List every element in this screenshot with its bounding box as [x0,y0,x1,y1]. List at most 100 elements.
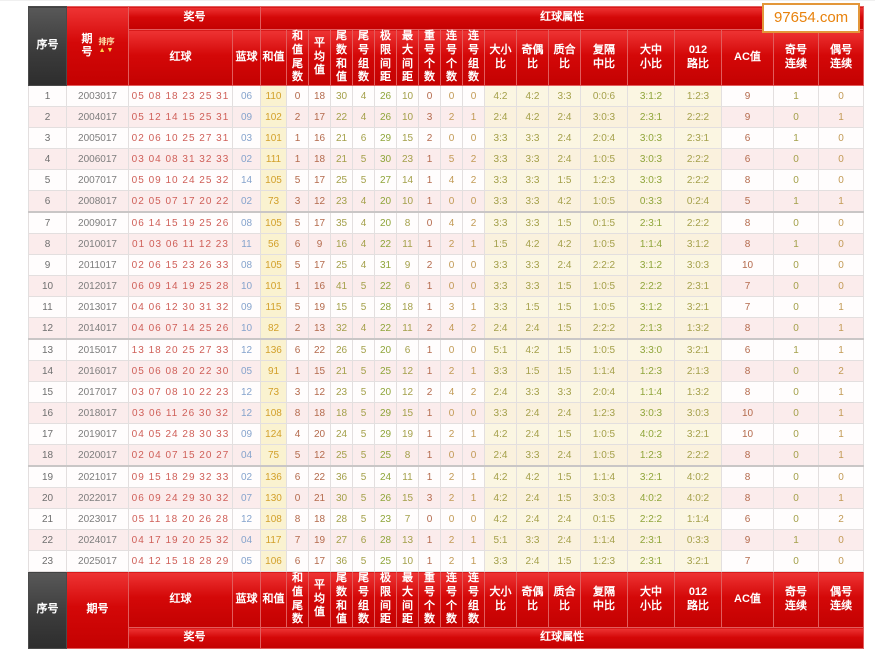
cell-daxiao-bi: 3:3 [484,169,517,191]
col-header-attr: 平均值 [308,29,331,86]
cell-012lu-bi: 1:1:4 [674,508,722,530]
cell-lanqiu: 05 [232,550,261,572]
cell-zhihe-bi: 1:5 [548,296,581,318]
cell-jihao-lianxu: 1 [773,338,819,361]
sort-label: 排序 [98,37,115,46]
cell-jixian-jianju: 26 [374,85,397,107]
cell-qihao: 2020017 [66,444,129,467]
table-row: 21 2023017 05 11 18 20 26 28 12 108 8 18 28 5 23 7… [28,508,865,530]
cell-weihao-zushu: 5 [352,296,375,318]
cell-xuhao: 17 [28,423,67,445]
cell-012lu-bi: 4:0:2 [674,487,722,509]
cell-lianhao-geshu: 2 [440,360,463,382]
cell-jihao-lianxu: 0 [773,381,819,403]
cell-ouhao-lianxu: 1 [817,338,865,361]
cell-jihao-lianxu: 0 [773,275,819,297]
cell-zuida-jianju: 8 [396,444,419,467]
cell-jixian-jianju: 20 [374,211,397,234]
cell-jixian-jianju: 22 [374,275,397,297]
col-header-attr: 连号 个数 [440,29,463,86]
cell-daxiao-bi: 3:3 [484,550,517,572]
cell-qihao: 2023017 [66,508,129,530]
cell-jihao-lianxu: 0 [773,360,819,382]
cell-ac-zhi: 6 [721,508,774,530]
cell-zhihe-bi: 1:5 [548,465,581,488]
cell-daxiao-bi: 4:2 [484,487,517,509]
cell-lianhao-zushu: 0 [462,85,485,107]
cell-qihao: 2009017 [66,211,129,234]
cell-weishu-hezhi: 21 [330,360,353,382]
sort-arrows-icon[interactable]: ▲▼ [98,47,115,54]
cell-pingjunzhi: 17 [308,550,331,572]
cell-012lu-bi: 2:2:2 [674,148,722,170]
cell-weihao-zushu: 4 [352,254,375,276]
cell-weishu-hezhi: 22 [330,106,353,128]
cell-lianhao-zushu: 1 [462,296,485,318]
cell-hezhi: 136 [260,338,287,361]
cell-hezhi: 73 [260,190,287,213]
cell-ouhao-lianxu: 0 [817,127,865,149]
cell-weihao-zushu: 5 [352,508,375,530]
cell-hongqiu: 09 15 18 29 32 33 [128,465,233,488]
cell-xuhao: 21 [28,508,67,530]
cell-weihao-zushu: 5 [352,487,375,509]
cell-qihao: 2011017 [66,254,129,276]
cell-fugezhong-bi: 2:0:4 [580,127,628,149]
table-row: 15 2017017 03 07 08 10 22 23 12 73 3 12 23 5 20 12… [28,381,865,403]
qihao-label: 期号 [81,33,93,58]
cell-weishu-hezhi: 27 [330,529,353,551]
cell-weishu-hezhi: 25 [330,444,353,467]
cell-hezhi-weishu: 1 [286,127,309,149]
cell-jihao-lianxu: 0 [773,465,819,488]
cell-fugezhong-bi: 2:0:4 [580,381,628,403]
cell-fugezhong-bi: 1:0:5 [580,444,628,467]
cell-zuida-jianju: 15 [396,402,419,424]
cell-ac-zhi: 8 [721,211,774,234]
cell-012lu-bi: 3:2:1 [674,550,722,572]
cell-dazhongxiao-bi: 3:0:3 [627,169,675,191]
col-header-attr: 极限 间距 [374,29,397,86]
cell-012lu-bi: 3:2:1 [674,338,722,361]
cell-lanqiu: 02 [232,148,261,170]
cell-lianhao-geshu: 0 [440,254,463,276]
cell-qihao: 2010017 [66,233,129,255]
cell-lianhao-geshu: 2 [440,106,463,128]
cell-dazhongxiao-bi: 3:1:2 [627,296,675,318]
cell-xuhao: 11 [28,296,67,318]
cell-012lu-bi: 1:3:2 [674,381,722,403]
cell-012lu-bi: 3:1:2 [674,233,722,255]
col-header-attr: 012 路比 [674,571,722,628]
cell-qihao: 2013017 [66,296,129,318]
cell-fugezhong-bi: 1:0:5 [580,423,628,445]
cell-dazhongxiao-bi: 1:1:4 [627,381,675,403]
cell-hongqiu: 02 05 07 17 20 22 [128,190,233,213]
cell-hezhi-weishu: 2 [286,317,309,340]
sort-control[interactable]: 排序 ▲▼ [98,37,115,55]
cell-ouhao-lianxu: 1 [817,190,865,213]
footer-header-hongqiu: 红球 [128,571,233,628]
cell-fugezhong-bi: 0:0:6 [580,85,628,107]
col-header-attr: 复隔 中比 [580,29,628,86]
col-header-attr: 奇号 连续 [773,571,819,628]
cell-jixian-jianju: 28 [374,296,397,318]
cell-chonghao-geshu: 0 [418,211,441,234]
cell-daxiao-bi: 3:3 [484,127,517,149]
cell-lianhao-geshu: 4 [440,169,463,191]
cell-jihao-lianxu: 1 [773,529,819,551]
cell-zuida-jianju: 12 [396,360,419,382]
cell-weihao-zushu: 5 [352,381,375,403]
col-header-qihao[interactable]: 期号 排序 ▲▼ [66,6,129,86]
cell-hezhi-weishu: 6 [286,338,309,361]
watermark: 97654.com [761,3,861,33]
cell-lianhao-geshu: 5 [440,148,463,170]
cell-hezhi: 102 [260,106,287,128]
cell-lianhao-zushu: 1 [462,529,485,551]
cell-jiou-bi: 3:3 [516,529,549,551]
cell-weihao-zushu: 6 [352,529,375,551]
cell-012lu-bi: 4:0:2 [674,465,722,488]
cell-jiou-bi: 4:2 [516,338,549,361]
cell-zuida-jianju: 11 [396,233,419,255]
cell-jihao-lianxu: 0 [773,487,819,509]
cell-hezhi: 101 [260,127,287,149]
cell-weihao-zushu: 5 [352,550,375,572]
